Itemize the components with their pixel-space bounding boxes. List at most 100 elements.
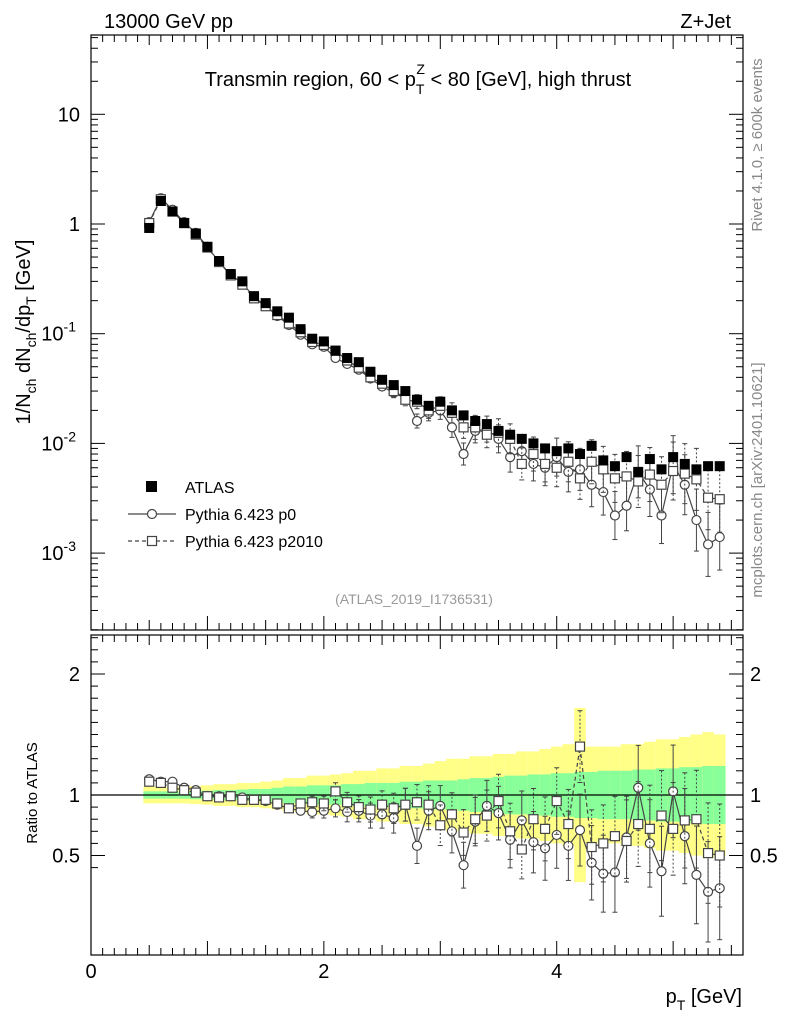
ratio-p2010-point: [691, 814, 702, 825]
p2010-point: [714, 494, 725, 505]
atlas-point: [598, 455, 609, 466]
ratio-p2010-point: [179, 785, 190, 796]
atlas-point: [272, 306, 283, 317]
ratio-p0-point: [458, 860, 469, 871]
p2010-point: [481, 429, 492, 440]
ratio-p0-point: [307, 806, 318, 818]
y-axis-label: 1/Nch dNch/dpT [GeV]: [13, 240, 39, 425]
atlas-point: [412, 394, 422, 405]
p2010-point: [563, 456, 574, 467]
atlas-point: [493, 425, 504, 436]
ratio-p0-point: [493, 808, 504, 819]
ratio-y-tick-label-right: 0.5: [750, 846, 778, 868]
atlas-point: [575, 449, 585, 460]
atlas-point: [481, 419, 492, 430]
ratio-p2010-point: [586, 841, 597, 853]
atlas-point: [516, 433, 527, 444]
p0-point: [656, 510, 667, 521]
atlas-point: [400, 386, 411, 397]
legend: ATLAS Pythia 6.423 p0 Pythia 6.423 p2010: [128, 480, 323, 551]
ratio-p2010-point: [260, 794, 271, 805]
p0-point: [411, 415, 423, 427]
p2010-point: [702, 492, 714, 503]
process-label: Z+Jet: [680, 11, 731, 33]
atlas-point: [633, 466, 644, 477]
ratio-p2010-point: [551, 795, 562, 807]
ratio-p0-point: [330, 803, 341, 814]
ratio-p2010-point: [342, 797, 353, 808]
ratio-p2010-point: [295, 798, 306, 809]
ratio-p2010-point: [435, 820, 446, 831]
atlas-point: [691, 464, 702, 475]
atlas-point: [330, 345, 341, 356]
atlas-point: [505, 429, 516, 440]
p0-point: [458, 448, 469, 460]
p0-point: [528, 458, 539, 470]
ratio-p2010-point: [505, 826, 516, 837]
atlas-point: [703, 461, 714, 472]
atlas-point: [551, 446, 562, 457]
p2010-point: [400, 394, 411, 405]
p2010-line: [148, 198, 720, 500]
ratio-p0-point: [551, 829, 562, 841]
ratio-p2010-point: [528, 814, 539, 825]
ratio-p2010-point: [376, 799, 388, 810]
p0-point: [446, 422, 458, 433]
p0-point: [609, 510, 621, 521]
atlas-point: [202, 241, 213, 252]
atlas-point: [540, 443, 551, 454]
ratio-y-tick-label-left: 1: [69, 785, 80, 807]
ratio-p2010-point: [190, 787, 201, 798]
x-tick-label: 0: [85, 961, 96, 983]
ratio-p2010-point: [353, 801, 364, 813]
p2010-point: [574, 473, 586, 484]
ratio-p2010-point: [225, 791, 236, 802]
p2010-point: [656, 479, 667, 490]
ratio-p2010-point: [318, 798, 329, 809]
ratio-p0-point: [656, 866, 667, 877]
plot-title: Transmin region, 60 < pTZ < 80 [GeV], hi…: [205, 61, 632, 97]
atlas-point: [295, 324, 306, 335]
ratio-p2010-point: [237, 794, 248, 805]
p2010-point: [609, 473, 621, 484]
title-part1: Transmin region, 60 < p: [205, 69, 416, 91]
atlas-point: [563, 443, 574, 454]
atlas-point: [586, 440, 597, 451]
atlas-point: [458, 410, 469, 421]
ratio-p2010-point: [213, 792, 225, 803]
title-part2: < 80 [GeV], high thrust: [425, 69, 632, 91]
atlas-point: [644, 454, 655, 465]
p0-line: [148, 197, 721, 546]
ratio-p0-point: [539, 843, 551, 854]
p2010-point: [539, 458, 551, 470]
y-tick-label: 10-2: [41, 428, 76, 455]
p2010-point: [668, 465, 679, 477]
atlas-point: [656, 464, 667, 475]
ratio-axis-label: Ratio to ATLAS: [24, 742, 41, 843]
p2010-point: [551, 462, 562, 473]
p0-point: [516, 446, 527, 457]
ratio-p2010-point: [633, 818, 644, 830]
p2010-point: [644, 469, 655, 480]
p2010-point: [679, 468, 690, 479]
p2010-point: [516, 458, 527, 470]
p0-point: [714, 531, 725, 543]
ratio-p0-point: [411, 840, 423, 851]
atlas-point: [714, 461, 725, 472]
ratio-p2010-point: [516, 844, 527, 855]
ratio-p2010-point: [423, 799, 434, 810]
energy-label: 13000 GeV pp: [104, 11, 233, 33]
atlas-point: [668, 452, 679, 463]
ratio-p2010-point: [155, 777, 166, 789]
ratio-p2010-point: [283, 803, 295, 814]
ratio-p2010-point: [411, 797, 423, 808]
axis-ticks: [90, 35, 744, 955]
atlas-point: [621, 452, 632, 463]
ratio-y-tick-label-left: 0.5: [52, 846, 80, 868]
ratio-y-tick-label-right: 1: [750, 785, 761, 807]
ratio-p2010-point: [574, 741, 586, 752]
ratio-p2010-point: [493, 795, 504, 807]
ratio-p2010-point: [470, 814, 481, 825]
atlas-point: [365, 366, 376, 377]
atlas-point: [446, 405, 457, 416]
